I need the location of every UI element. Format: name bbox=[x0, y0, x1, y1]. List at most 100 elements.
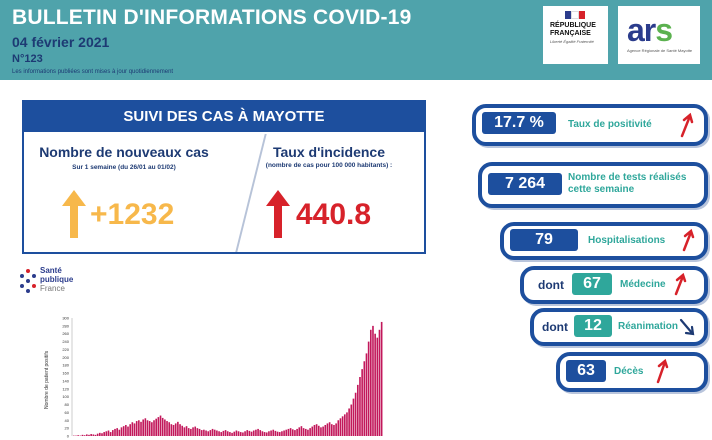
chart-bar bbox=[374, 333, 376, 436]
suivi-title: SUIVI DES CAS À MAYOTTE bbox=[24, 102, 424, 132]
chart-bar bbox=[205, 430, 207, 436]
chart-bar bbox=[298, 427, 301, 436]
chart-bar bbox=[252, 430, 255, 436]
chart-bar bbox=[114, 428, 116, 436]
chart-bar bbox=[311, 426, 314, 436]
red-up-arrow-icon bbox=[266, 190, 290, 238]
y-tick-label: 180 bbox=[62, 363, 69, 368]
chart-bar bbox=[194, 426, 197, 436]
trend-up-icon bbox=[674, 272, 687, 296]
trend-down-icon bbox=[679, 318, 695, 336]
chart-bar bbox=[144, 418, 147, 436]
cases-bar-chart: Nombre de patient positifs 0 20 40 60 80 100 1… bbox=[44, 316, 383, 439]
chart-bar bbox=[257, 428, 259, 436]
chart-bar bbox=[229, 432, 231, 436]
chart-bar bbox=[369, 329, 372, 436]
chart-bar bbox=[190, 428, 192, 436]
chart-bar bbox=[343, 414, 346, 436]
y-tick-label: 20 bbox=[65, 426, 70, 431]
chart-bar bbox=[289, 428, 292, 436]
chart-bar bbox=[129, 424, 131, 436]
header-band: BULLETIN D'INFORMATIONS COVID-19 04 févr… bbox=[0, 0, 712, 80]
chart-bar bbox=[276, 431, 279, 436]
chart-bar bbox=[300, 426, 303, 436]
chart-bar bbox=[116, 428, 118, 436]
chart-bar bbox=[307, 429, 309, 436]
chart-bar bbox=[151, 422, 153, 436]
sante-publique-logo: Santé publique France bbox=[18, 266, 98, 300]
trend-up-icon bbox=[656, 358, 669, 384]
indicator-hospitalisations: 79 Hospitalisations bbox=[500, 222, 708, 260]
indicator-value: 67 bbox=[572, 273, 612, 295]
chart-bar bbox=[250, 431, 253, 436]
chart-bar bbox=[81, 434, 84, 436]
chart-bar bbox=[248, 430, 251, 436]
chart-bar bbox=[361, 369, 363, 436]
chart-bar bbox=[320, 427, 322, 436]
chart-bar bbox=[159, 415, 162, 436]
chart-bar bbox=[105, 431, 108, 436]
indicator-value: 12 bbox=[574, 315, 612, 337]
new-cases-subtitle: Sur 1 semaine (du 26/01 au 01/02) bbox=[72, 164, 176, 171]
ars-logo: ars Agence Régionale de Santé Mayotte bbox=[618, 6, 700, 64]
chart-bar bbox=[138, 420, 140, 436]
chart-bar bbox=[296, 428, 298, 436]
chart-bar bbox=[181, 425, 184, 436]
ars-ar: ar bbox=[627, 12, 656, 48]
chart-bar bbox=[109, 432, 112, 436]
chart-bar bbox=[265, 432, 268, 436]
chart-bar bbox=[192, 427, 194, 436]
chart-bar bbox=[174, 423, 177, 436]
chart-bar bbox=[263, 432, 266, 436]
chart-bar bbox=[166, 421, 168, 436]
indicator-prefix: dont bbox=[538, 278, 564, 292]
chart-bar bbox=[94, 434, 97, 436]
chart-bar bbox=[211, 428, 214, 436]
ars-s: s bbox=[655, 12, 673, 48]
bulletin-date: 04 février 2021 bbox=[12, 34, 110, 50]
chart-bar bbox=[367, 341, 370, 436]
chart-bar bbox=[83, 435, 86, 436]
chart-bar bbox=[133, 423, 136, 436]
chart-bar bbox=[213, 429, 216, 436]
indicator-value: 7 264 bbox=[488, 173, 562, 195]
chart-bar bbox=[313, 424, 316, 436]
indicator-medecine: dont 67 Médecine bbox=[520, 266, 708, 304]
chart-bar bbox=[278, 432, 281, 436]
chart-bar bbox=[281, 431, 283, 436]
y-tick-label: 260 bbox=[62, 331, 69, 336]
chart-bar bbox=[354, 392, 357, 436]
chart-bar bbox=[203, 429, 205, 436]
chart-bar bbox=[207, 431, 210, 436]
chart-bar bbox=[200, 430, 203, 436]
chart-bar bbox=[378, 329, 381, 436]
chart-bar bbox=[324, 424, 327, 436]
chart-bar bbox=[142, 419, 144, 436]
indicator-value: 17.7 % bbox=[482, 112, 556, 134]
chart-bar bbox=[127, 426, 129, 436]
chart-bar bbox=[118, 429, 121, 436]
chart-bar bbox=[302, 428, 305, 436]
sante-line3: France bbox=[40, 284, 65, 293]
chart-bar bbox=[90, 434, 92, 436]
orange-up-arrow-icon bbox=[62, 190, 86, 238]
indicator-positivity: 17.7 % Taux de positivité bbox=[472, 104, 708, 146]
y-tick-label: 80 bbox=[65, 402, 70, 407]
chart-bar bbox=[337, 420, 340, 436]
chart-bar bbox=[339, 418, 342, 436]
chart-bar bbox=[380, 321, 383, 436]
ars-wordmark: ars bbox=[627, 12, 673, 49]
chart-bar bbox=[220, 432, 223, 436]
chart-bar bbox=[103, 432, 105, 436]
indicator-deces: 63 Décès bbox=[556, 352, 708, 392]
bulletin-number: N°123 bbox=[12, 53, 43, 65]
trend-up-icon bbox=[680, 112, 694, 138]
chart-bar bbox=[185, 426, 188, 436]
incidence-subtitle: (nombre de cas pour 100 000 habitants) : bbox=[265, 162, 393, 169]
y-tick-label: 100 bbox=[62, 394, 69, 399]
chart-bar bbox=[287, 428, 290, 436]
chart-bar bbox=[183, 427, 186, 436]
chart-bar bbox=[155, 418, 158, 436]
chart-bar bbox=[226, 431, 229, 436]
trend-up-icon bbox=[682, 228, 695, 252]
